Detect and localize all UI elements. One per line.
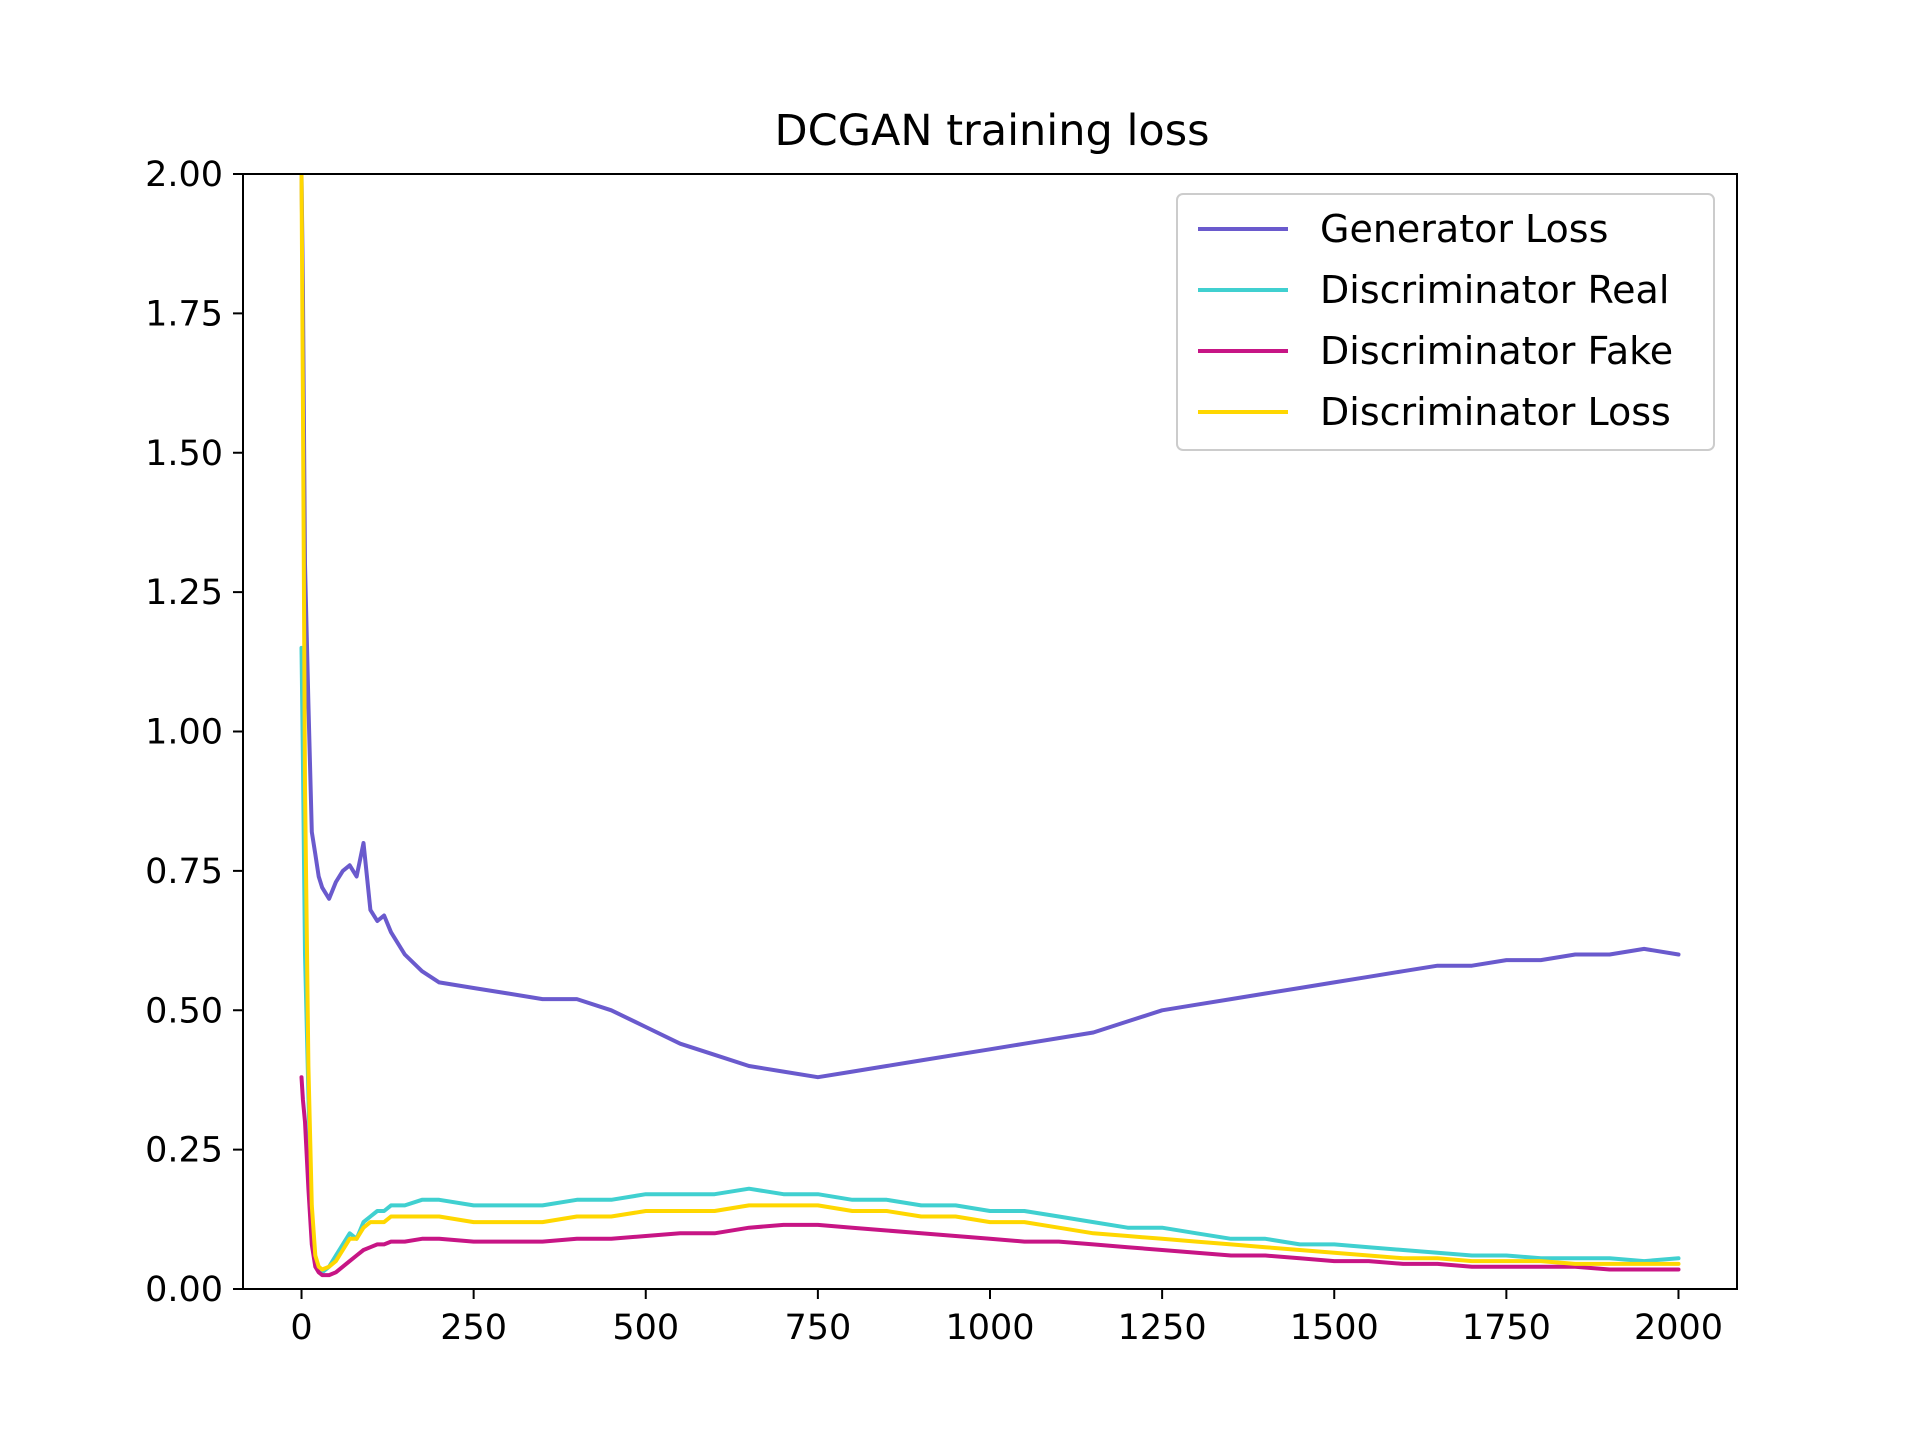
y-axis: 0.00 0.25 0.50 0.75 1.00 1.25 1.50 1.75 2.00 <box>145 155 243 1310</box>
series-layer <box>299 174 1681 1278</box>
x-tick-label: 1750 <box>1462 1308 1551 1348</box>
y-tick-label: 1.00 <box>145 713 223 753</box>
series-line-1 <box>299 174 1681 1080</box>
y-tick-label: 2.00 <box>145 155 223 195</box>
series-line-2 <box>299 645 1681 1275</box>
y-tick-label: 1.25 <box>145 573 223 613</box>
y-tick-label: 0.50 <box>145 991 223 1031</box>
x-tick-label: 0 <box>290 1308 312 1348</box>
x-tick-label: 750 <box>784 1308 851 1348</box>
legend-label: Discriminator Fake <box>1320 329 1673 373</box>
legend-label: Discriminator Loss <box>1320 390 1671 434</box>
y-tick-label: 0.00 <box>145 1270 223 1310</box>
x-tick-label: 1000 <box>945 1308 1034 1348</box>
legend-label: Discriminator Real <box>1320 268 1669 312</box>
series-line-4 <box>299 174 1681 1272</box>
x-tick-label: 1250 <box>1118 1308 1207 1348</box>
legend-label: Generator Loss <box>1320 207 1608 251</box>
x-tick-label: 500 <box>612 1308 679 1348</box>
legend: Generator Loss Discriminator Real Discrimi… <box>1176 193 1715 451</box>
x-tick-label: 1500 <box>1290 1308 1379 1348</box>
x-axis: 0 250 500 750 1000 1250 1500 1750 2000 <box>290 1289 1723 1348</box>
y-tick-label: 1.75 <box>145 294 223 334</box>
chart-title: DCGAN training loss <box>774 106 1209 156</box>
y-tick-label: 0.25 <box>145 1131 223 1171</box>
y-tick-label: 0.75 <box>145 852 223 892</box>
x-tick-label: 250 <box>440 1308 507 1348</box>
x-tick-label: 2000 <box>1634 1308 1723 1348</box>
y-tick-label: 1.50 <box>145 434 223 474</box>
series-line-3 <box>299 1075 1681 1278</box>
legend-box <box>1176 193 1715 451</box>
